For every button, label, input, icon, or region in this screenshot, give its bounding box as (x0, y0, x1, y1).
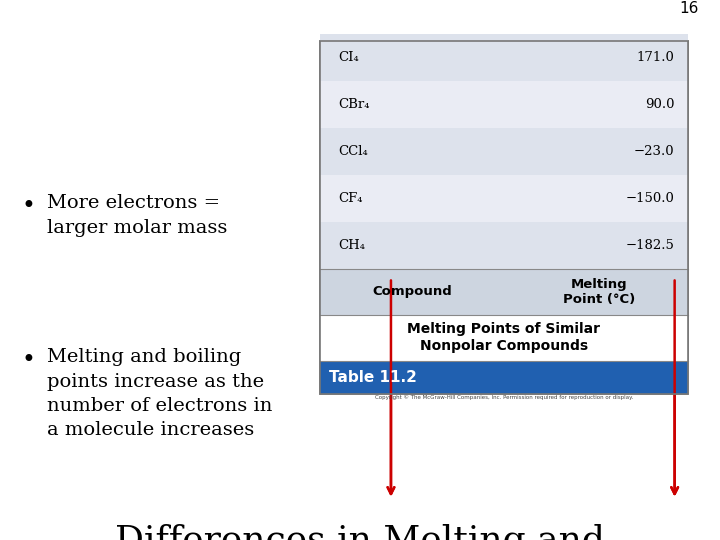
Text: CI₄: CI₄ (338, 51, 359, 64)
Text: CF₄: CF₄ (338, 192, 363, 205)
Text: More electrons =
larger molar mass: More electrons = larger molar mass (47, 194, 228, 237)
Text: Melting and boiling
points increase as the
number of electrons in
a molecule inc: Melting and boiling points increase as t… (47, 348, 272, 439)
Text: Melting Points of Similar
Nonpolar Compounds: Melting Points of Similar Nonpolar Compo… (408, 322, 600, 353)
Text: Differences in Melting and
Boiling point: Differences in Melting and Boiling point (115, 524, 605, 540)
Text: •: • (22, 194, 35, 218)
Text: CBr₄: CBr₄ (338, 98, 370, 111)
Text: −182.5: −182.5 (626, 239, 675, 252)
Text: Copyright © The McGraw-Hill Companies, Inc. Permission required for reproduction: Copyright © The McGraw-Hill Companies, I… (375, 394, 633, 400)
Text: 171.0: 171.0 (636, 51, 675, 64)
Text: CH₄: CH₄ (338, 239, 366, 252)
Text: •: • (22, 348, 35, 372)
Text: Table 11.2: Table 11.2 (329, 370, 417, 385)
Text: Compound: Compound (372, 285, 452, 299)
Text: 90.0: 90.0 (645, 98, 675, 111)
Text: 16: 16 (679, 1, 698, 16)
Text: Melting
Point (°C): Melting Point (°C) (563, 278, 636, 306)
Text: CCl₄: CCl₄ (338, 145, 368, 158)
Text: −150.0: −150.0 (626, 192, 675, 205)
Text: −23.0: −23.0 (634, 145, 675, 158)
